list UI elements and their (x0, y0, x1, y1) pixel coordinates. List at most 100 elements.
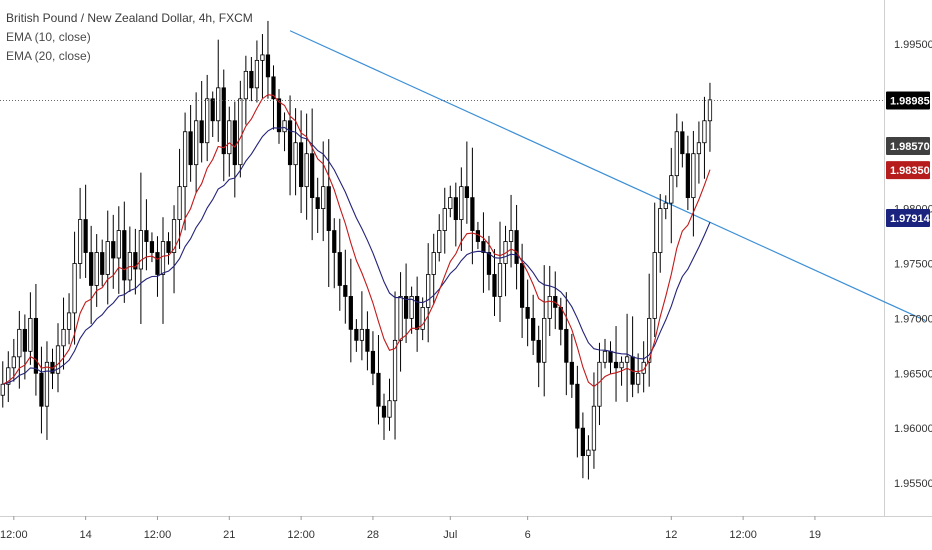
candle-body (492, 274, 497, 297)
candle-body (177, 186, 182, 220)
candle-body (409, 296, 414, 319)
y-tick-label: 1.97500 (894, 258, 932, 270)
candle-body (602, 350, 608, 363)
candle-body (199, 120, 204, 144)
candle-body (276, 98, 282, 133)
ema-fast-legend[interactable]: EMA (10, close) (6, 30, 91, 44)
candle-body (470, 197, 475, 231)
candle-body (11, 356, 16, 369)
price-label-text: 1.97914 (890, 213, 931, 225)
candle-body (669, 175, 674, 204)
candle-body (376, 372, 381, 407)
candle-body (249, 70, 254, 89)
candle-body (426, 274, 431, 308)
candle-body (310, 153, 315, 199)
candle-body (381, 405, 387, 418)
candle-body (663, 202, 668, 209)
candle-body (22, 328, 27, 352)
candle-body (536, 339, 541, 363)
candle-body (243, 70, 248, 100)
candle-body (658, 208, 663, 253)
candle-body (448, 197, 453, 209)
price-label-text: 1.98350 (890, 165, 930, 177)
candle-body (586, 449, 591, 457)
candle-body (691, 153, 696, 199)
time-axis[interactable]: 12:00 14 12:00 21 12:00 28 Jul 6 12 12:00 19 (0, 516, 821, 541)
price-label-dark: 1.98570 (886, 137, 930, 156)
x-tick-label: 21 (223, 529, 235, 541)
candle-body (210, 98, 215, 122)
candle-body (685, 153, 690, 199)
candle-body (575, 383, 580, 429)
ema-slow-legend[interactable]: EMA (20, close) (6, 49, 91, 63)
symbol-title[interactable]: British Pound / New Zealand Dollar, 4h, … (6, 11, 253, 25)
candle-body (613, 361, 619, 369)
x-tick-label: 12:00 (0, 529, 28, 541)
candle-body (83, 219, 88, 253)
candle-body (343, 285, 348, 297)
candle-body (398, 296, 403, 341)
x-tick-label: 12 (665, 529, 677, 541)
candle-body (188, 131, 193, 166)
price-label-red: 1.98350 (886, 161, 930, 180)
candle-body (525, 307, 530, 319)
candle-body (33, 317, 39, 374)
candle-body (326, 186, 331, 231)
candle-body (254, 59, 260, 89)
candle-body (652, 252, 657, 319)
candle-body (519, 263, 525, 308)
candle-body (354, 328, 359, 341)
candle-body (182, 131, 188, 188)
candle-body (149, 241, 155, 253)
candle-body (77, 219, 83, 264)
candle-body (171, 219, 177, 253)
candle-body (17, 328, 22, 358)
candle-body (293, 142, 298, 166)
candle-body (44, 361, 50, 407)
candle-body (558, 307, 563, 330)
chart-legend: British Pound / New Zealand Dollar, 4h, … (6, 9, 253, 66)
candle-body (166, 241, 171, 253)
candle-body (547, 296, 552, 319)
trendline[interactable] (289, 30, 926, 322)
x-tick-label: 12:00 (729, 529, 757, 541)
candle-body (100, 252, 105, 275)
candle-body (122, 230, 127, 281)
candle-body (271, 76, 276, 100)
candle-body (481, 241, 486, 253)
ema-fast-line (2, 94, 711, 388)
candle-body (61, 328, 66, 347)
price-label-blue: 1.97914 (886, 209, 931, 228)
candle-body (680, 131, 685, 155)
candle-body (392, 339, 398, 402)
candle-body (636, 372, 641, 385)
x-tick-label: 14 (80, 529, 92, 541)
price-label-box (886, 91, 930, 110)
candle-body (707, 99, 713, 122)
candle-body (337, 252, 342, 286)
candle-body (497, 263, 503, 297)
ema-slow-line (2, 126, 711, 385)
candle-body (232, 120, 237, 166)
candle-body (508, 230, 514, 242)
candle-body (238, 98, 243, 166)
candle-body (227, 120, 232, 155)
y-tick-label: 1.95500 (894, 478, 932, 490)
candles (0, 20, 713, 480)
ema-lines (2, 94, 711, 388)
candle-body (696, 142, 702, 155)
price-axis[interactable]: 1.955001.960001.965001.970001.975001.980… (886, 39, 932, 490)
candle-body (403, 296, 409, 319)
candle-body (133, 252, 138, 270)
candle-body (348, 296, 353, 330)
candle-body (619, 361, 624, 369)
candle-body (564, 328, 569, 363)
candle-body (304, 153, 309, 188)
candle-body (298, 142, 304, 188)
candle-body (205, 98, 210, 144)
x-tick-label: 6 (525, 529, 531, 541)
candle-body (155, 252, 160, 275)
x-tick-label: 28 (367, 529, 379, 541)
candle-body (116, 230, 121, 259)
